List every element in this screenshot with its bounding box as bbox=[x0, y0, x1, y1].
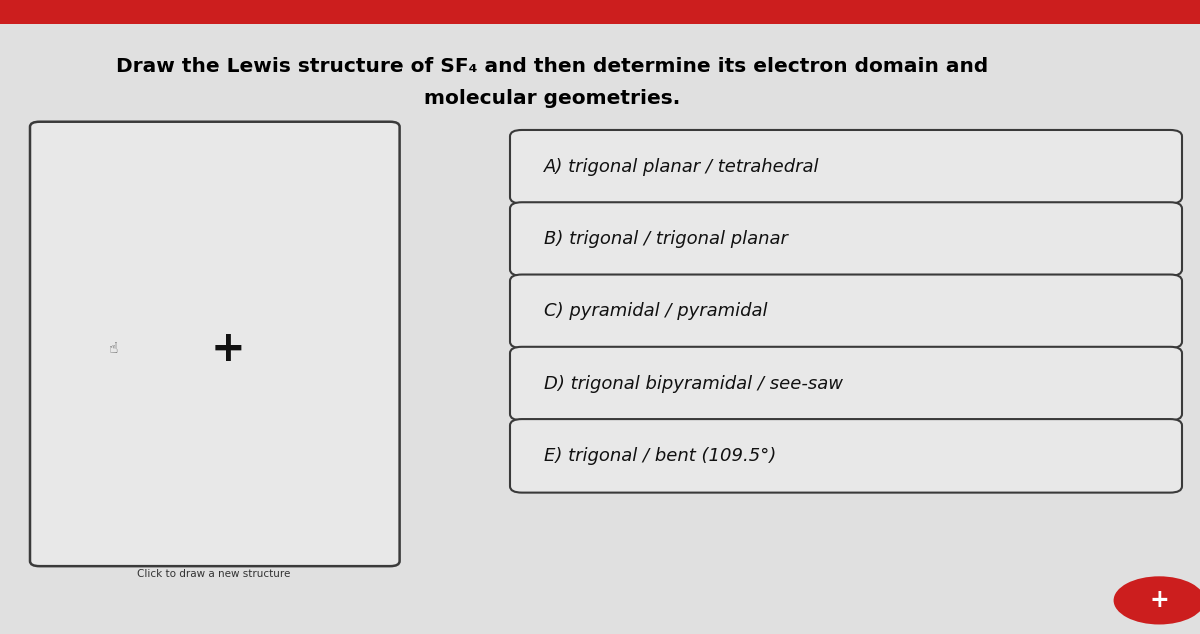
FancyBboxPatch shape bbox=[510, 275, 1182, 348]
Text: D) trigonal bipyramidal / see-saw: D) trigonal bipyramidal / see-saw bbox=[544, 375, 842, 392]
Text: +: + bbox=[211, 328, 245, 370]
Text: C) pyramidal / pyramidal: C) pyramidal / pyramidal bbox=[544, 302, 767, 320]
Text: Draw the Lewis structure of SF₄ and then determine its electron domain and: Draw the Lewis structure of SF₄ and then… bbox=[116, 57, 988, 76]
FancyBboxPatch shape bbox=[510, 419, 1182, 493]
FancyBboxPatch shape bbox=[510, 202, 1182, 276]
Text: molecular geometries.: molecular geometries. bbox=[424, 89, 680, 108]
Circle shape bbox=[1114, 576, 1200, 624]
FancyBboxPatch shape bbox=[510, 347, 1182, 420]
Text: E) trigonal / bent (109.5°): E) trigonal / bent (109.5°) bbox=[544, 447, 776, 465]
FancyBboxPatch shape bbox=[0, 0, 1200, 24]
Text: ☝: ☝ bbox=[109, 341, 119, 356]
Text: +: + bbox=[1150, 588, 1169, 612]
Text: B) trigonal / trigonal planar: B) trigonal / trigonal planar bbox=[544, 230, 787, 248]
Text: A) trigonal planar / tetrahedral: A) trigonal planar / tetrahedral bbox=[544, 158, 820, 176]
Text: Click to draw a new structure: Click to draw a new structure bbox=[137, 569, 290, 579]
FancyBboxPatch shape bbox=[510, 130, 1182, 204]
FancyBboxPatch shape bbox=[30, 122, 400, 566]
